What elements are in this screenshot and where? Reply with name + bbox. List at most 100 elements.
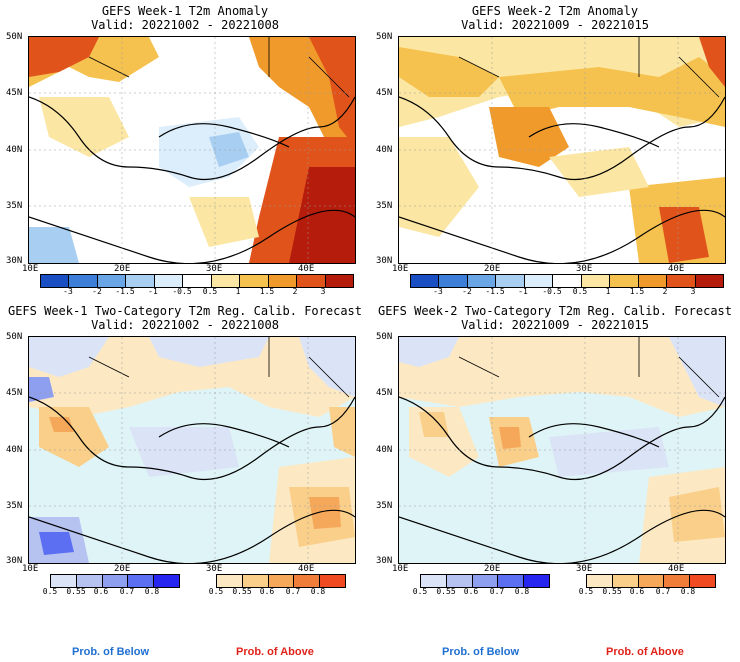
panel-week1-probability: GEFS Week-1 Two-Category T2m Reg. Calib.… (0, 300, 370, 600)
color-swatch (690, 575, 715, 587)
probability-map-week2 (398, 336, 726, 564)
panel-valid: Valid: 20221009 - 20221015 (461, 18, 649, 32)
lat-label: 40N (6, 145, 23, 155)
lon-label: 10E (22, 264, 39, 274)
lon-label: 40E (298, 264, 315, 274)
lat-label: 50N (6, 32, 23, 42)
lat-label: 30N (376, 556, 393, 566)
color-swatch (667, 275, 696, 287)
lat-label: 35N (376, 501, 393, 511)
tick-label: 0.7 (285, 587, 301, 596)
lat-label: 30N (376, 256, 393, 266)
color-swatch (128, 575, 155, 587)
color-swatch (472, 575, 499, 587)
lon-label: 30E (576, 264, 593, 274)
color-swatch (294, 575, 321, 587)
lon-label: 10E (392, 264, 409, 274)
color-swatch (439, 275, 468, 287)
tick-label: -2 (462, 287, 472, 296)
tick-label: 2 (662, 287, 668, 296)
tick-label: 1.5 (629, 287, 645, 296)
color-swatch (211, 275, 241, 287)
tick-label: -3 (63, 287, 73, 296)
probability-map-week1 (28, 336, 356, 564)
lat-label: 45N (6, 388, 23, 398)
lat-label: 45N (376, 88, 393, 98)
anomaly-map-week2 (398, 36, 726, 264)
below-prob-colorbar (50, 574, 180, 588)
tick-label: 1 (605, 287, 611, 296)
color-swatch (612, 575, 639, 587)
lat-label: 50N (376, 32, 393, 42)
lat-label: 30N (6, 556, 23, 566)
tick-label: -2 (92, 287, 102, 296)
tick-label: 0.55 (602, 587, 622, 596)
color-swatch (76, 575, 103, 587)
panel-title: GEFS Week-2 Two-Category T2m Reg. Calib.… (377, 304, 732, 318)
tick-label: 2 (292, 287, 298, 296)
color-swatch (421, 575, 447, 587)
panel-valid: Valid: 20221002 - 20221008 (91, 318, 279, 332)
lat-label: 40N (6, 445, 23, 455)
lat-label: 50N (376, 332, 393, 342)
lat-label: 40N (376, 445, 393, 455)
panel-week2-anomaly: GEFS Week-2 T2m Anomaly Valid: 20221009 … (370, 0, 740, 300)
tick-label: -0.5 (172, 287, 192, 296)
lon-label: 40E (668, 264, 685, 274)
lon-label: 30E (576, 564, 593, 574)
color-swatch (695, 275, 723, 287)
lon-label: 20E (114, 264, 131, 274)
tick-label: -1 (148, 287, 158, 296)
panel-title: GEFS Week-1 Two-Category T2m Reg. Calib.… (7, 304, 362, 318)
anomaly-colorbar (40, 274, 354, 288)
lon-label: 40E (668, 564, 685, 574)
tick-label: 0.5 (42, 587, 58, 596)
color-swatch (581, 275, 611, 287)
lat-label: 30N (6, 256, 23, 266)
tick-label: 0.55 (66, 587, 86, 596)
tick-label: 0.5 (578, 587, 594, 596)
prob-above-label: Prob. of Above (606, 646, 684, 658)
panel-valid: Valid: 20221002 - 20221008 (91, 18, 279, 32)
color-swatch (297, 275, 326, 287)
lat-label: 35N (6, 201, 23, 211)
color-swatch (467, 275, 497, 287)
tick-label: 0.5 (208, 587, 224, 596)
lon-label: 10E (392, 564, 409, 574)
color-swatch (154, 575, 179, 587)
prob-below-label: Prob. of Below (72, 646, 149, 658)
color-swatch (268, 575, 295, 587)
tick-label: 0.7 (119, 587, 135, 596)
lat-label: 50N (6, 332, 23, 342)
color-swatch (524, 575, 549, 587)
tick-label: 1.5 (259, 287, 275, 296)
color-swatch (320, 575, 345, 587)
lon-label: 20E (484, 564, 501, 574)
color-swatch (102, 575, 129, 587)
lat-label: 35N (376, 201, 393, 211)
prob-above-label: Prob. of Above (236, 646, 314, 658)
lon-label: 30E (206, 564, 223, 574)
tick-label: -1 (518, 287, 528, 296)
color-swatch (664, 575, 691, 587)
color-swatch (325, 275, 353, 287)
tick-label: 0.8 (144, 587, 160, 596)
tick-label: 0.7 (655, 587, 671, 596)
tick-label: 0.8 (310, 587, 326, 596)
panel-title: GEFS Week-1 T2m Anomaly (101, 4, 269, 18)
below-prob-colorbar (420, 574, 550, 588)
lon-label: 40E (298, 564, 315, 574)
panel-week2-probability: GEFS Week-2 Two-Category T2m Reg. Calib.… (370, 300, 740, 600)
tick-label: 0.55 (232, 587, 252, 596)
color-swatch (553, 275, 582, 287)
tick-label: 0.5 (202, 287, 218, 296)
lon-label: 20E (484, 264, 501, 274)
tick-label: 0.6 (259, 587, 275, 596)
tick-label: 0.6 (629, 587, 645, 596)
lon-label: 20E (114, 564, 131, 574)
tick-label: -1.5 (115, 287, 135, 296)
tick-label: 0.5 (572, 287, 588, 296)
color-swatch (587, 575, 613, 587)
panel-valid: Valid: 20221009 - 20221015 (461, 318, 649, 332)
color-swatch (242, 575, 269, 587)
